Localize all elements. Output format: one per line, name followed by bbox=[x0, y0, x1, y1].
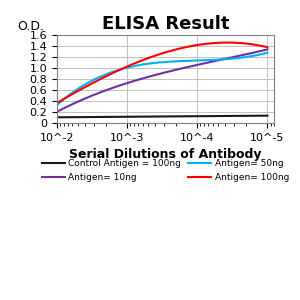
Control Antigen = 100ng bbox=[55, 116, 59, 119]
Line: Antigen= 100ng: Antigen= 100ng bbox=[57, 43, 267, 103]
Antigen= 50ng bbox=[55, 103, 59, 107]
Title: ELISA Result: ELISA Result bbox=[102, 15, 229, 33]
Line: Antigen= 10ng: Antigen= 10ng bbox=[57, 50, 267, 112]
Line: Antigen= 50ng: Antigen= 50ng bbox=[57, 53, 267, 105]
Antigen= 10ng bbox=[55, 110, 59, 114]
Antigen= 10ng bbox=[232, 55, 236, 59]
Control Antigen = 100ng bbox=[232, 114, 236, 118]
Antigen= 100ng bbox=[180, 46, 184, 50]
Antigen= 100ng bbox=[226, 41, 230, 44]
Antigen= 50ng bbox=[184, 59, 188, 63]
Antigen= 10ng bbox=[246, 52, 250, 56]
Antigen= 100ng bbox=[247, 42, 250, 46]
Control Antigen = 100ng bbox=[246, 114, 250, 118]
Antigen= 100ng bbox=[266, 45, 269, 49]
Antigen= 50ng bbox=[266, 51, 269, 55]
Antigen= 50ng bbox=[180, 59, 183, 63]
Antigen= 50ng bbox=[56, 103, 59, 106]
Antigen= 10ng bbox=[266, 48, 269, 51]
Text: O.D.: O.D. bbox=[18, 20, 45, 33]
Antigen= 50ng bbox=[246, 55, 250, 58]
Control Antigen = 100ng bbox=[180, 115, 184, 118]
Antigen= 100ng bbox=[233, 41, 237, 44]
Antigen= 100ng bbox=[184, 45, 188, 49]
X-axis label: Serial Dilutions of Antibody: Serial Dilutions of Antibody bbox=[69, 148, 262, 161]
Control Antigen = 100ng bbox=[184, 115, 188, 118]
Antigen= 100ng bbox=[55, 101, 59, 105]
Control Antigen = 100ng bbox=[56, 116, 59, 119]
Legend: Control Antigen = 100ng, Antigen= 10ng, Antigen= 50ng, Antigen= 100ng: Control Antigen = 100ng, Antigen= 10ng, … bbox=[38, 156, 292, 185]
Control Antigen = 100ng bbox=[180, 115, 183, 118]
Antigen= 100ng bbox=[180, 46, 183, 50]
Antigen= 10ng bbox=[56, 110, 59, 113]
Control Antigen = 100ng bbox=[266, 114, 269, 118]
Antigen= 100ng bbox=[56, 101, 59, 104]
Antigen= 50ng bbox=[180, 59, 184, 63]
Antigen= 10ng bbox=[184, 66, 188, 69]
Line: Control Antigen = 100ng: Control Antigen = 100ng bbox=[57, 116, 267, 117]
Antigen= 10ng bbox=[180, 67, 184, 70]
Antigen= 50ng bbox=[232, 57, 236, 60]
Antigen= 10ng bbox=[180, 67, 183, 70]
